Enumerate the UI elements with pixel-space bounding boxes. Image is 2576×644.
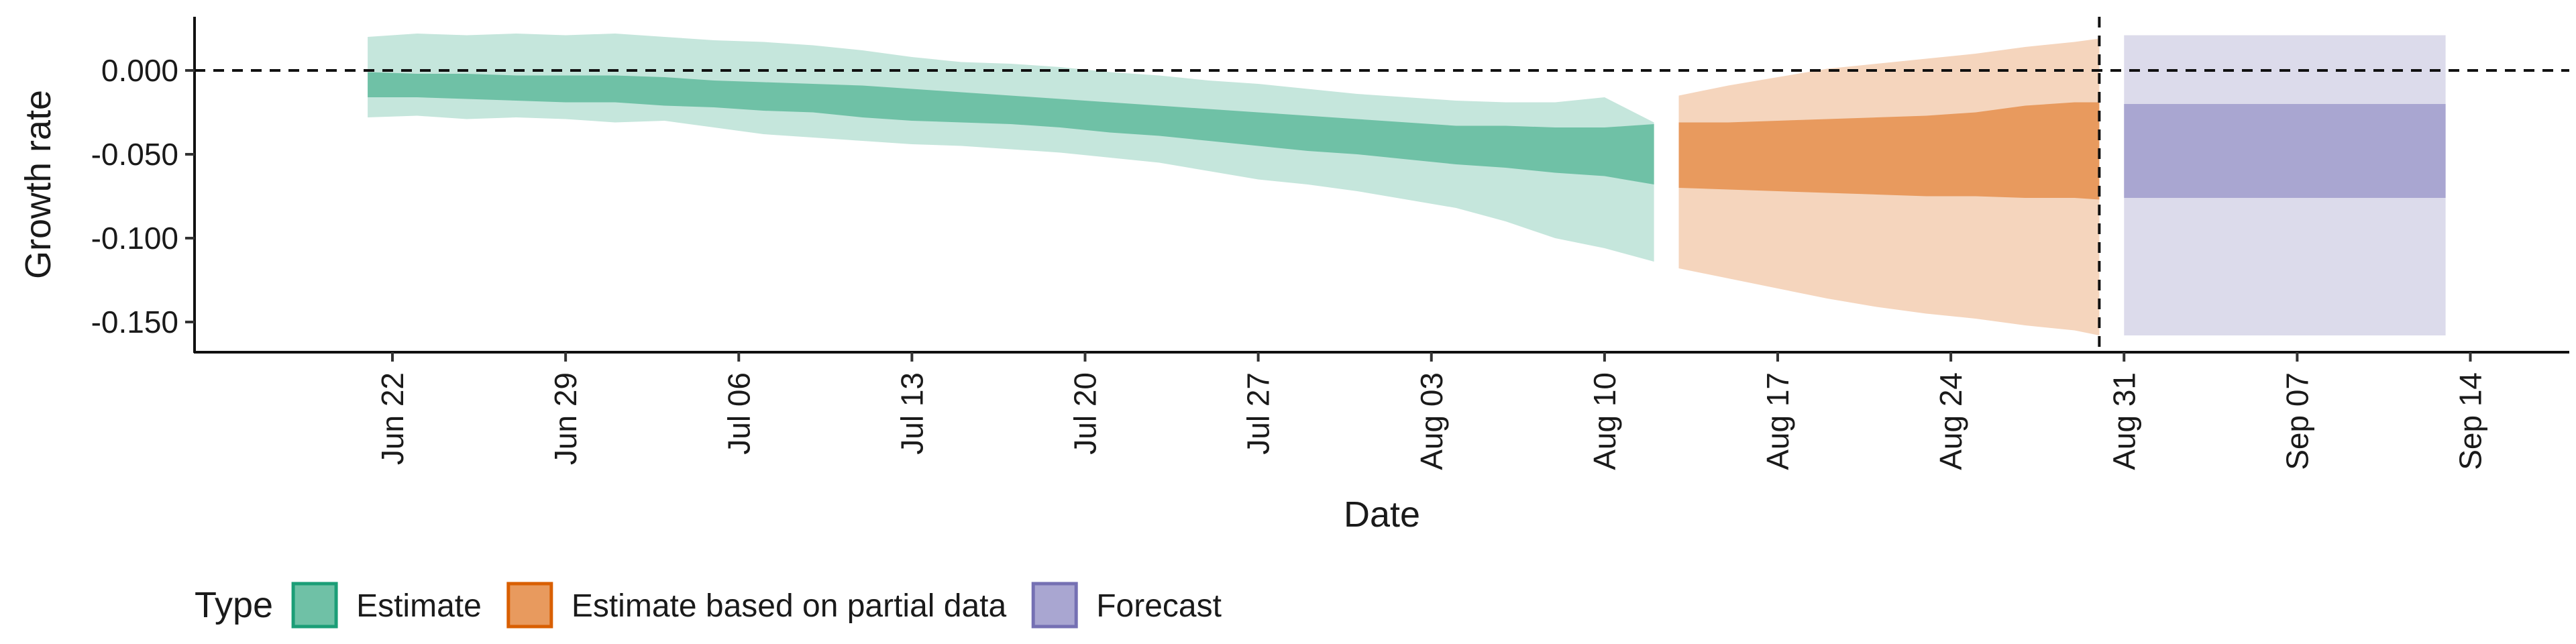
- forecast-inner-band: [2124, 104, 2446, 198]
- x-tick-label: Jul 20: [1068, 372, 1103, 455]
- y-tick-label: -0.050: [91, 137, 178, 172]
- legend-swatch-estimate-based-on-partial-data: [506, 582, 553, 629]
- x-tick-label: Aug 17: [1760, 372, 1795, 470]
- estimate-based-on-partial-data-inner-band: [1678, 102, 2100, 200]
- x-tick-label: Aug 10: [1587, 372, 1622, 470]
- y-tick-label: 0.000: [101, 53, 178, 88]
- legend-swatch-estimate: [291, 582, 338, 629]
- band-layer: [368, 34, 2446, 335]
- x-tick-label: Aug 24: [1933, 372, 1968, 470]
- x-tick-label: Jul 06: [721, 372, 756, 455]
- legend-title: Type: [195, 585, 273, 625]
- y-axis-title: Growth rate: [18, 90, 58, 279]
- estimate-inner-band: [368, 72, 1654, 184]
- legend-swatch-forecast: [1031, 582, 1078, 629]
- x-axis-title: Date: [1344, 494, 1420, 535]
- y-tick-label: -0.100: [91, 221, 178, 256]
- x-tick-label: Sep 07: [2279, 372, 2314, 470]
- x-tick-label: Jul 13: [894, 372, 929, 455]
- y-tick-label: -0.150: [91, 305, 178, 339]
- x-tick-label: Jun 22: [375, 372, 410, 465]
- x-tick-label: Sep 14: [2453, 372, 2488, 470]
- x-tick-label: Aug 03: [1414, 372, 1449, 470]
- x-tick-label: Jun 29: [548, 372, 583, 465]
- legend-label-estimate-based-on-partial-data: Estimate based on partial data: [572, 588, 1007, 624]
- reference-lines: [195, 17, 2569, 352]
- axes: 0.000 -0.050 -0.100 -0.150 Jun 22 Jun 29 Jul 0…: [18, 17, 2569, 535]
- x-tick-label: Jul 27: [1241, 372, 1276, 455]
- legend: Type Estimate Estimate based on partial da…: [195, 582, 1222, 629]
- x-tick-label: Aug 31: [2106, 372, 2141, 470]
- legend-label-estimate: Estimate: [356, 588, 482, 624]
- legend-label-forecast: Forecast: [1096, 588, 1222, 624]
